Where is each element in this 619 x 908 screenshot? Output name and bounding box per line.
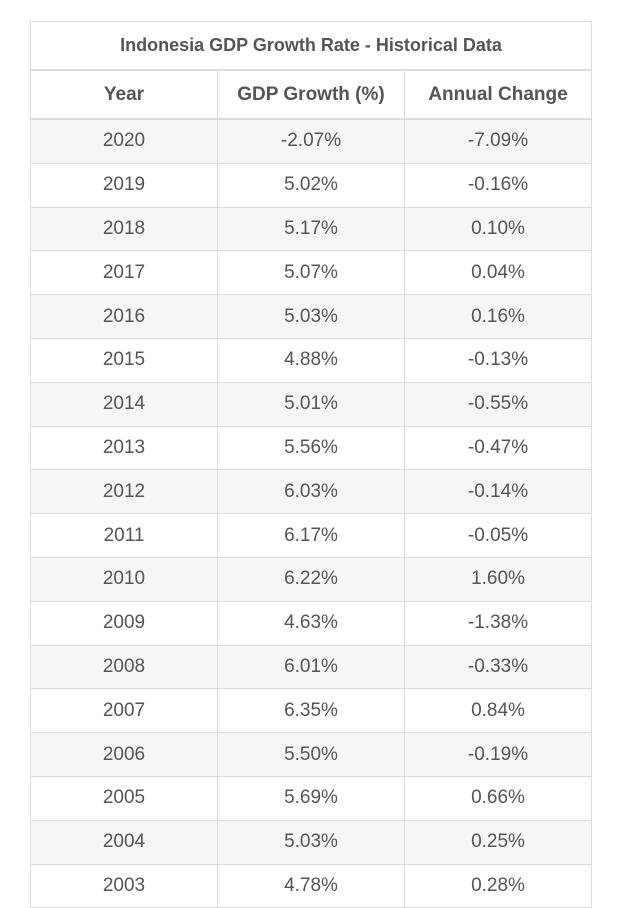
table-row: 2014 5.01% -0.55% (30, 381, 593, 427)
cell-gdp-growth: 5.01% (217, 381, 405, 427)
table-row: 2003 4.78% 0.28% (30, 863, 593, 908)
column-header-gdp-growth: GDP Growth (%) (217, 69, 405, 120)
cell-annual-change: 0.04% (403, 250, 593, 296)
cell-year: 2011 (30, 513, 218, 558)
cell-year: 2005 (30, 775, 218, 821)
cell-annual-change: 1.60% (403, 556, 593, 602)
cell-annual-change: -0.16% (403, 162, 593, 208)
table-caption: Indonesia GDP Growth Rate - Historical D… (29, 21, 593, 71)
cell-annual-change: 0.10% (403, 206, 593, 252)
table-body: 2020 -2.07% -7.09% 2019 5.02% -0.16% 2018 5.17%… (30, 118, 593, 908)
table-row: 2006 5.50% -0.19% (30, 732, 593, 777)
cell-year: 2007 (30, 688, 218, 734)
table-row: 2017 5.07% 0.04% (30, 250, 593, 296)
table-row: 2007 6.35% 0.84% (30, 688, 593, 734)
cell-annual-change: 0.66% (403, 775, 593, 821)
table-row: 2013 5.56% -0.47% (30, 425, 593, 471)
cell-year: 2004 (30, 819, 218, 865)
cell-annual-change: 0.28% (403, 863, 593, 908)
cell-year: 2017 (30, 250, 218, 296)
cell-gdp-growth: 5.02% (217, 162, 405, 208)
table-row: 2008 6.01% -0.33% (30, 644, 593, 690)
cell-annual-change: -0.33% (403, 644, 593, 690)
cell-year: 2019 (30, 162, 218, 208)
cell-gdp-growth: 4.88% (217, 337, 405, 383)
cell-gdp-growth: 6.01% (217, 644, 405, 690)
cell-gdp-growth: 4.78% (217, 863, 405, 908)
cell-annual-change: -1.38% (403, 600, 593, 646)
cell-year: 2009 (30, 600, 218, 646)
cell-annual-change: -0.47% (403, 425, 593, 471)
cell-year: 2015 (30, 337, 218, 383)
table-row: 2015 4.88% -0.13% (30, 337, 593, 383)
table-row: 2018 5.17% 0.10% (30, 206, 593, 252)
cell-year: 2020 (30, 118, 218, 164)
cell-annual-change: 0.16% (403, 294, 593, 339)
table-row: 2009 4.63% -1.38% (30, 600, 593, 646)
cell-annual-change: -0.05% (403, 513, 593, 558)
table-header: Indonesia GDP Growth Rate - Historical D… (29, 21, 593, 120)
cell-gdp-growth: 6.22% (217, 556, 405, 602)
column-header-row: Year GDP Growth (%) Annual Change (30, 69, 593, 120)
cell-annual-change: -0.14% (403, 469, 593, 515)
column-header-year: Year (30, 69, 218, 120)
cell-gdp-growth: 5.03% (217, 294, 405, 339)
cell-year: 2012 (30, 469, 218, 515)
cell-annual-change: 0.25% (403, 819, 593, 865)
cell-gdp-growth: 5.03% (217, 819, 405, 865)
cell-annual-change: -0.13% (403, 337, 593, 383)
cell-gdp-growth: -2.07% (217, 118, 405, 164)
table-row: 2011 6.17% -0.05% (30, 513, 593, 558)
cell-gdp-growth: 5.56% (217, 425, 405, 471)
cell-year: 2018 (30, 206, 218, 252)
cell-annual-change: 0.84% (403, 688, 593, 734)
cell-year: 2006 (30, 732, 218, 777)
cell-year: 2016 (30, 294, 218, 339)
gdp-table-container: Indonesia GDP Growth Rate - Historical D… (29, 21, 593, 908)
cell-year: 2013 (30, 425, 218, 471)
cell-year: 2014 (30, 381, 218, 427)
column-header-annual-change: Annual Change (403, 69, 593, 120)
cell-annual-change: -0.19% (403, 732, 593, 777)
cell-annual-change: -0.55% (403, 381, 593, 427)
cell-annual-change: -7.09% (403, 118, 593, 164)
cell-year: 2008 (30, 644, 218, 690)
table-caption-row: Indonesia GDP Growth Rate - Historical D… (29, 21, 593, 71)
cell-gdp-growth: 5.69% (217, 775, 405, 821)
table-row: 2010 6.22% 1.60% (30, 556, 593, 602)
table-row: 2020 -2.07% -7.09% (30, 118, 593, 164)
table-row: 2005 5.69% 0.66% (30, 775, 593, 821)
table-row: 2016 5.03% 0.16% (30, 294, 593, 339)
cell-gdp-growth: 6.17% (217, 513, 405, 558)
cell-year: 2010 (30, 556, 218, 602)
table-row: 2019 5.02% -0.16% (30, 162, 593, 208)
cell-year: 2003 (30, 863, 218, 908)
cell-gdp-growth: 6.35% (217, 688, 405, 734)
table-row: 2004 5.03% 0.25% (30, 819, 593, 865)
cell-gdp-growth: 4.63% (217, 600, 405, 646)
table-row: 2012 6.03% -0.14% (30, 469, 593, 515)
cell-gdp-growth: 5.17% (217, 206, 405, 252)
cell-gdp-growth: 5.50% (217, 732, 405, 777)
cell-gdp-growth: 6.03% (217, 469, 405, 515)
gdp-growth-table: Indonesia GDP Growth Rate - Historical D… (29, 21, 593, 908)
cell-gdp-growth: 5.07% (217, 250, 405, 296)
